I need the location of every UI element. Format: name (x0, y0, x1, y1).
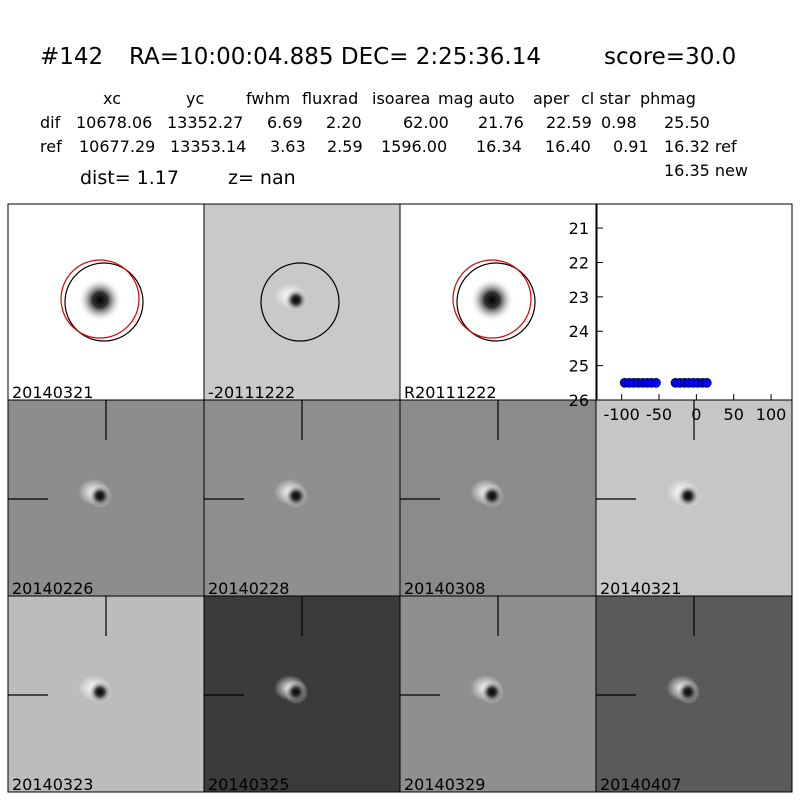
plot-area (596, 203, 793, 401)
column-header: yc (186, 89, 204, 108)
table-cell: 2.20 (326, 113, 362, 132)
panel-label: 20140329 (404, 775, 485, 794)
table-cell: 6.69 (267, 113, 303, 132)
panel-label: 20140308 (404, 579, 485, 598)
source (284, 680, 308, 704)
column-header: mag auto (438, 89, 515, 108)
source (470, 278, 514, 322)
score: score=30.0 (604, 44, 736, 70)
column-header: fwhm (246, 89, 290, 108)
table-cell: 1596.00 (381, 137, 447, 156)
aperture (456, 262, 536, 342)
table-cell: 13352.27 (167, 113, 243, 132)
y-tick-label: 25 (569, 357, 589, 376)
column-header: fluxrad (302, 89, 358, 108)
aperture-ref (452, 259, 532, 339)
point (651, 378, 661, 388)
panel-label: 20140323 (12, 775, 93, 794)
table-cell: 25.50 (664, 113, 710, 132)
table-cell: dif (40, 113, 61, 132)
source (676, 484, 700, 508)
source (284, 484, 308, 508)
table-cell: 62.00 (403, 113, 449, 132)
table-cell: 22.59 (546, 113, 592, 132)
table-cell: 10678.06 (76, 113, 152, 132)
column-header: cl star (581, 89, 631, 108)
source (676, 680, 700, 704)
source (480, 680, 504, 704)
dist: dist= 1.17 (80, 167, 179, 189)
y-tick-label: 26 (569, 391, 589, 410)
column-header: isoarea (372, 89, 430, 108)
aperture (64, 262, 144, 342)
x-tick-label: -50 (646, 405, 672, 424)
table-cell: 16.34 (476, 137, 522, 156)
x-tick-label: 0 (691, 405, 701, 424)
object-id: #142 (40, 44, 103, 70)
source (480, 484, 504, 508)
panel-label: 20140321 (600, 579, 681, 598)
table-cell: 16.40 (545, 137, 591, 156)
y-tick-label: 24 (569, 322, 589, 341)
column-header: aper (533, 89, 570, 108)
point (702, 378, 712, 388)
coordinates: RA=10:00:04.885 DEC= 2:25:36.14 (129, 44, 541, 70)
source (284, 288, 308, 312)
x-tick-label: 100 (756, 405, 787, 424)
table-cell: 0.98 (601, 113, 637, 132)
y-tick-label: 21 (569, 219, 589, 238)
table-cell: 0.91 (613, 137, 649, 156)
phmag-new: 16.35 new (664, 161, 748, 180)
column-header: phmag (640, 89, 696, 108)
y-tick-label: 22 (569, 253, 589, 272)
table-cell: 2.59 (327, 137, 363, 156)
panel-label: 20140407 (600, 775, 681, 794)
source (88, 484, 112, 508)
table-cell: 16.32 ref (664, 137, 737, 156)
table-cell: 3.63 (270, 137, 306, 156)
x-tick-label: -100 (603, 405, 639, 424)
source (78, 278, 122, 322)
panel-label: R20111222 (404, 383, 497, 402)
z: z= nan (228, 167, 296, 189)
table-cell: 13353.14 (170, 137, 246, 156)
panel-label: 20140321 (12, 383, 93, 402)
aperture (260, 262, 340, 342)
table-cell: 10677.29 (79, 137, 155, 156)
table-cell: ref (40, 137, 62, 156)
panel-label: 20140325 (208, 775, 289, 794)
column-header: xc (103, 89, 121, 108)
source (88, 680, 112, 704)
panel-label: -20111222 (208, 383, 295, 402)
panel-label: 20140228 (208, 579, 289, 598)
table-cell: 21.76 (478, 113, 524, 132)
panel-label: 20140226 (12, 579, 93, 598)
x-tick-label: 50 (724, 405, 744, 424)
aperture-ref (60, 259, 140, 339)
y-tick-label: 23 (569, 288, 589, 307)
